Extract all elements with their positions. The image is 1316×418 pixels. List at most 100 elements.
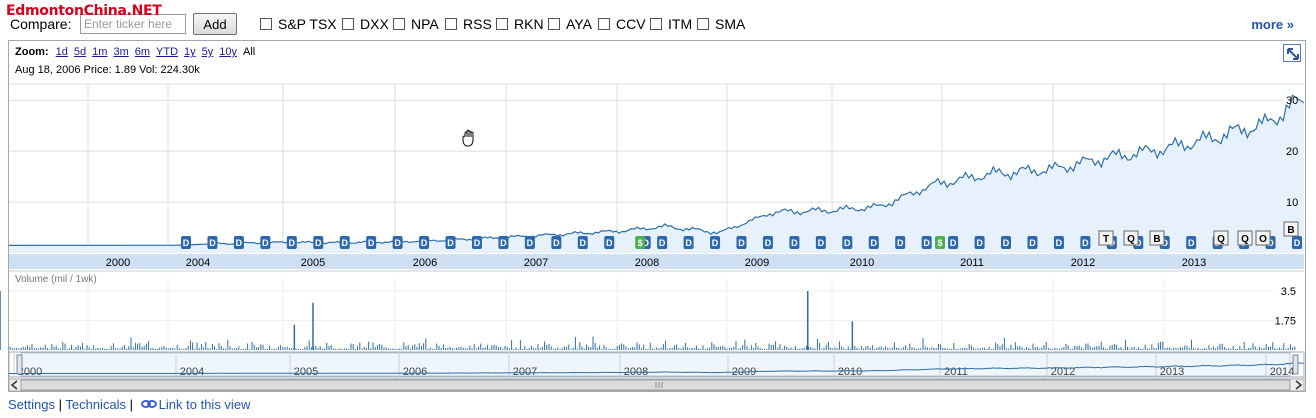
dividend-flag[interactable] [313,236,324,249]
navigator-year-label: 2005 [294,366,318,378]
zoom-all[interactable]: All [243,46,256,58]
dividend-flag[interactable] [207,236,218,249]
add-button[interactable]: Add [193,13,237,35]
dividend-flag[interactable] [921,236,932,249]
dividend-flag[interactable] [445,236,456,249]
dividend-flag[interactable] [551,236,562,249]
split-flag[interactable] [935,236,945,249]
dividend-flag[interactable] [815,236,826,249]
link-to-view-link[interactable]: Link to this view [158,397,251,412]
compare-checkbox-s-p-tsx[interactable]: S&P TSX [260,16,337,32]
zoom-10y[interactable]: 10y [219,46,238,58]
checkbox-icon[interactable] [548,18,560,30]
dividend-flag[interactable] [604,236,615,249]
dividend-flag[interactable] [366,236,377,249]
zoom-5d[interactable]: 5d [73,46,87,58]
dividend-flag[interactable] [842,236,853,249]
expand-icon[interactable] [1283,44,1301,62]
dividend-flag-letter: D [659,238,666,248]
news-marker[interactable] [1123,230,1139,246]
dividend-flag[interactable] [1186,236,1197,249]
zoom-5y[interactable]: 5y [201,46,214,58]
dividend-flag-letter: D [580,238,587,248]
navigator-right-handle[interactable] [1292,354,1299,375]
news-marker[interactable] [1255,230,1271,246]
compare-checkbox-itm[interactable]: ITM [650,16,692,32]
zoom-3m[interactable]: 3m [113,46,129,58]
dividend-flag[interactable] [683,236,694,249]
scroll-left-arrow-icon[interactable] [10,380,18,390]
checkbox-icon[interactable] [598,18,610,30]
technicals-link[interactable]: Technicals [65,397,127,412]
dividend-flag[interactable] [948,236,959,249]
year-axis-label: 2004 [186,257,210,269]
compare-checkbox-npa[interactable]: NPA [393,16,439,32]
zoom-ytd[interactable]: YTD [156,46,179,58]
ticker-input[interactable] [80,14,186,34]
dividend-flag-letter: D [209,238,216,248]
dividend-flag[interactable] [286,236,297,249]
dividend-flag[interactable] [1292,236,1302,249]
dividend-flag[interactable] [789,236,800,249]
zoom-1d[interactable]: 1d [55,46,68,58]
checkbox-icon[interactable] [496,18,508,30]
dividend-flag[interactable] [339,236,350,249]
dividend-flag[interactable] [736,236,747,249]
dividend-flag[interactable] [1027,236,1038,249]
dividend-flag[interactable] [895,236,906,249]
dividend-flag[interactable] [710,236,721,249]
expand-arrow-icon [1287,48,1299,60]
dividend-flag[interactable] [181,236,191,249]
settings-link[interactable]: Settings [8,397,55,412]
dividend-flag[interactable] [762,236,773,249]
compare-checkbox-sma[interactable]: SMA [697,16,745,32]
more-link[interactable]: more » [1251,17,1294,32]
dividend-flag[interactable] [233,236,244,249]
year-axis-label: 2005 [301,257,325,269]
compare-checkbox-dxx[interactable]: DXX [342,16,389,32]
navigator-left-handle[interactable] [16,354,23,375]
checkbox-icon[interactable] [393,18,405,30]
compare-checkbox-rss[interactable]: RSS [445,16,492,32]
zoom-6m[interactable]: 6m [134,46,151,58]
dividend-flag[interactable] [471,236,482,249]
compare-ticker-label: AYA [566,16,592,32]
checkbox-icon[interactable] [697,18,709,30]
hand-cursor-icon [462,129,474,147]
news-marker[interactable] [1237,230,1253,246]
news-marker[interactable] [1283,221,1299,237]
dividend-flag[interactable] [392,236,403,249]
dividend-flag[interactable] [498,236,509,249]
dividend-flag-letter: D [712,238,719,248]
scroll-right-arrow-icon[interactable] [1295,380,1303,390]
news-marker[interactable] [1098,230,1114,246]
compare-checkbox-ccv[interactable]: CCV [598,16,646,32]
split-flag[interactable] [635,236,646,249]
dividend-flag[interactable] [419,236,430,249]
dividend-flag[interactable] [1053,236,1064,249]
news-marker[interactable] [1213,230,1229,246]
year-axis-label: 2008 [635,257,659,269]
volume-tick-label: 1.75 [1275,316,1296,328]
dividend-flag[interactable] [524,236,535,249]
checkbox-icon[interactable] [650,18,662,30]
dividend-flag[interactable] [1080,236,1091,249]
dividend-flag[interactable] [260,236,271,249]
price-line [8,94,1305,246]
dividend-flag-letter: D [236,238,243,248]
compare-checkbox-aya[interactable]: AYA [548,16,592,32]
checkbox-icon[interactable] [260,18,272,30]
dividend-flag[interactable] [868,236,879,249]
dividend-flag[interactable] [1001,236,1012,249]
dividend-flag[interactable] [657,236,668,249]
checkbox-icon[interactable] [445,18,457,30]
news-marker[interactable] [1149,230,1165,246]
year-axis-label: 2000 [106,257,130,269]
zoom-1m[interactable]: 1m [92,46,108,58]
checkbox-icon[interactable] [342,18,354,30]
zoom-1y[interactable]: 1y [184,46,196,58]
dividend-flag[interactable] [974,236,985,249]
compare-checkbox-rkn[interactable]: RKN [496,16,544,32]
dividend-flag[interactable] [577,236,588,249]
